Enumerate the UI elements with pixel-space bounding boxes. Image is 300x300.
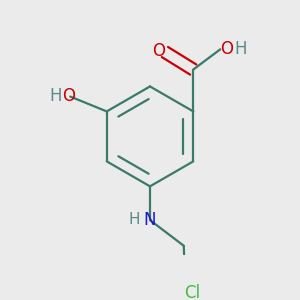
Text: H: H: [234, 40, 247, 58]
Text: O: O: [220, 40, 233, 58]
Text: O: O: [152, 42, 165, 60]
Text: O: O: [61, 87, 75, 105]
Text: H: H: [49, 87, 62, 105]
Text: H: H: [129, 212, 140, 227]
Text: Cl: Cl: [184, 284, 200, 300]
Text: N: N: [144, 211, 156, 229]
